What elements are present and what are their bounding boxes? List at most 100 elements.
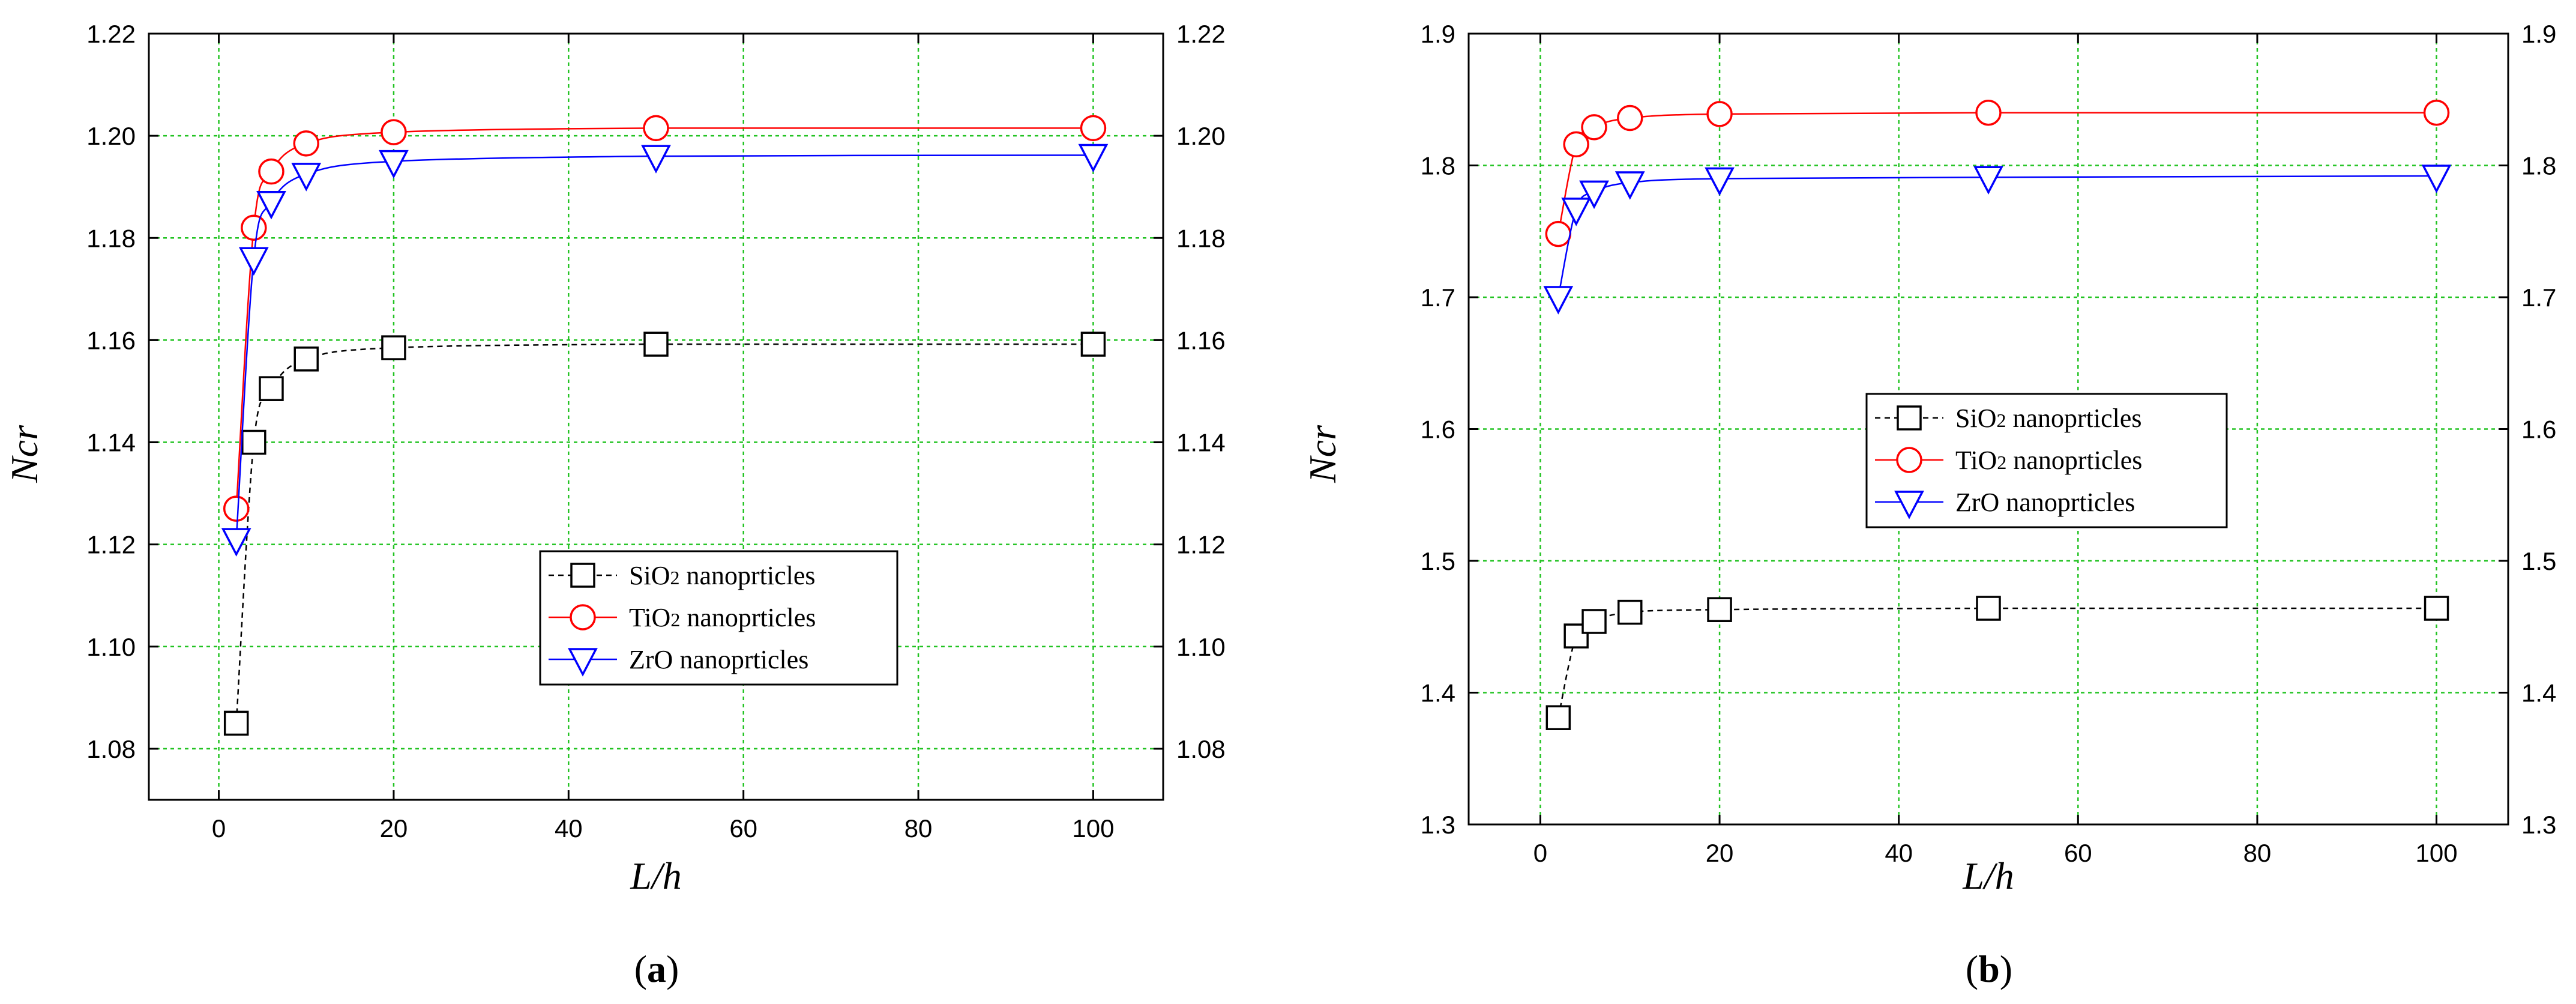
data-point xyxy=(1078,144,1109,173)
plot-frame xyxy=(148,32,1164,801)
data-point xyxy=(291,163,322,192)
data-point xyxy=(1080,115,1107,142)
x-axis-title: L/h xyxy=(1962,854,2014,897)
y-axis: 1.3 1.3 1.4 1.4 1.5 1.5 1.6 1.6 1.7 1.7 1.8 1.8 1.9 1… xyxy=(1421,20,2557,839)
panel-label: (a) xyxy=(634,948,679,990)
data-point xyxy=(2421,165,2452,193)
legend-marker xyxy=(570,563,595,588)
data-point xyxy=(256,190,286,220)
data-point xyxy=(1706,101,1733,127)
data-point xyxy=(1579,180,1609,210)
chart-a: 0 20 40 60 80 100 1.08 1.08 1.10 1.10 1.12 1.12 1.14… xyxy=(3,20,1226,990)
data-point xyxy=(381,119,407,145)
data-point xyxy=(1545,705,1571,730)
panel-label: (b) xyxy=(1966,948,2012,990)
x-tick-label: 60 xyxy=(2064,839,2092,867)
legend-label: ZrO nanoprticles xyxy=(1955,488,2135,517)
y-tick-label-right: 1.6 xyxy=(2521,416,2556,444)
data-point xyxy=(2424,596,2449,621)
x-tick-label: 40 xyxy=(1885,839,1913,867)
data-point xyxy=(1543,286,1574,315)
y-tick-label-right: 1.14 xyxy=(1176,429,1226,457)
y-tick-label-right: 1.9 xyxy=(2521,20,2556,48)
series-line xyxy=(1557,607,2437,718)
series-group xyxy=(221,115,1109,736)
data-point xyxy=(643,115,669,142)
y-tick-label-right: 1.5 xyxy=(2521,547,2556,575)
legend-marker xyxy=(1896,447,1922,473)
data-point xyxy=(1080,331,1106,357)
y-tick-label: 1.6 xyxy=(1421,416,1455,444)
data-point xyxy=(258,158,284,185)
data-point xyxy=(241,214,267,241)
data-point xyxy=(293,346,319,372)
data-point xyxy=(223,710,249,736)
legend: SiO2 nanoprticles TiO2 nanoprticles ZrO na… xyxy=(539,550,898,686)
legend-label: TiO2 nanoprticles xyxy=(629,603,816,632)
legend-marker xyxy=(570,604,596,631)
y-tick-label: 1.14 xyxy=(86,429,136,457)
legend-label: ZrO nanoprticles xyxy=(629,645,808,674)
x-tick-label: 60 xyxy=(729,814,757,842)
data-point xyxy=(223,495,250,522)
y-tick-label-right: 1.18 xyxy=(1176,224,1226,252)
data-point xyxy=(2423,99,2450,126)
data-point xyxy=(259,376,284,401)
x-tick-label: 20 xyxy=(1706,839,1734,867)
legend-marker xyxy=(568,648,598,677)
y-tick-label-right: 1.08 xyxy=(1176,735,1226,763)
x-tick-label: 100 xyxy=(2416,839,2458,867)
data-point xyxy=(1705,167,1735,196)
y-tick-label-right: 1.3 xyxy=(2521,811,2556,839)
y-tick-label-right: 1.10 xyxy=(1176,633,1226,661)
x-axis: 0 20 40 60 80 100 xyxy=(1533,34,2458,867)
data-point xyxy=(643,331,669,357)
data-point xyxy=(1563,131,1589,158)
y-tick-label: 1.9 xyxy=(1421,20,1455,48)
series-line xyxy=(1557,175,2437,298)
legend-label: SiO2 nanoprticles xyxy=(629,561,816,590)
data-point xyxy=(1976,596,2001,621)
y-tick-label-right: 1.4 xyxy=(2521,679,2556,707)
data-point xyxy=(641,145,671,174)
series-group xyxy=(1543,99,2452,730)
y-tick-label: 1.22 xyxy=(86,20,136,48)
x-axis-title: L/h xyxy=(630,854,681,897)
x-tick-label: 0 xyxy=(1533,839,1547,867)
series-line xyxy=(235,154,1094,540)
y-tick-label: 1.12 xyxy=(86,531,136,559)
y-tick-label: 1.7 xyxy=(1421,283,1455,312)
series-line xyxy=(235,127,1094,509)
y-tick-label: 1.18 xyxy=(86,224,136,252)
y-tick-label: 1.3 xyxy=(1421,811,1455,839)
y-tick-label-right: 1.8 xyxy=(2521,152,2556,180)
data-point xyxy=(1617,104,1643,132)
y-tick-label-right: 1.16 xyxy=(1176,326,1226,354)
legend-marker xyxy=(1897,405,1922,431)
data-point xyxy=(221,528,251,557)
data-point xyxy=(1975,99,2002,126)
y-tick-label-right: 1.12 xyxy=(1176,531,1226,559)
y-tick-label-right: 1.22 xyxy=(1176,20,1226,48)
y-tick-label: 1.08 xyxy=(86,735,136,763)
y-axis-title: Ncr xyxy=(1301,425,1344,483)
data-point xyxy=(1973,166,2003,195)
data-point xyxy=(1615,171,1645,200)
y-tick-label: 1.20 xyxy=(86,122,136,150)
y-tick-label: 1.5 xyxy=(1421,547,1455,575)
legend-marker xyxy=(1894,491,1924,519)
data-point xyxy=(1707,597,1732,622)
data-point xyxy=(1545,220,1572,247)
x-tick-label: 20 xyxy=(380,814,408,842)
series-line xyxy=(235,343,1094,724)
data-point xyxy=(238,247,269,276)
x-tick-label: 100 xyxy=(1072,814,1114,842)
data-point xyxy=(1618,599,1643,625)
data-point xyxy=(1581,609,1607,634)
x-tick-label: 80 xyxy=(904,814,933,842)
y-axis: 1.08 1.08 1.10 1.10 1.12 1.12 1.14 1.14 1.16 1.16… xyxy=(86,20,1226,763)
x-tick-label: 40 xyxy=(555,814,583,842)
data-point xyxy=(381,335,406,360)
